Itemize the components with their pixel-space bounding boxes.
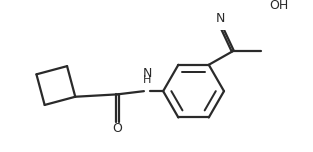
Text: H: H <box>143 75 151 85</box>
Text: OH: OH <box>269 0 288 12</box>
Text: N: N <box>215 12 225 25</box>
Text: O: O <box>113 122 122 135</box>
Text: N: N <box>142 67 152 80</box>
